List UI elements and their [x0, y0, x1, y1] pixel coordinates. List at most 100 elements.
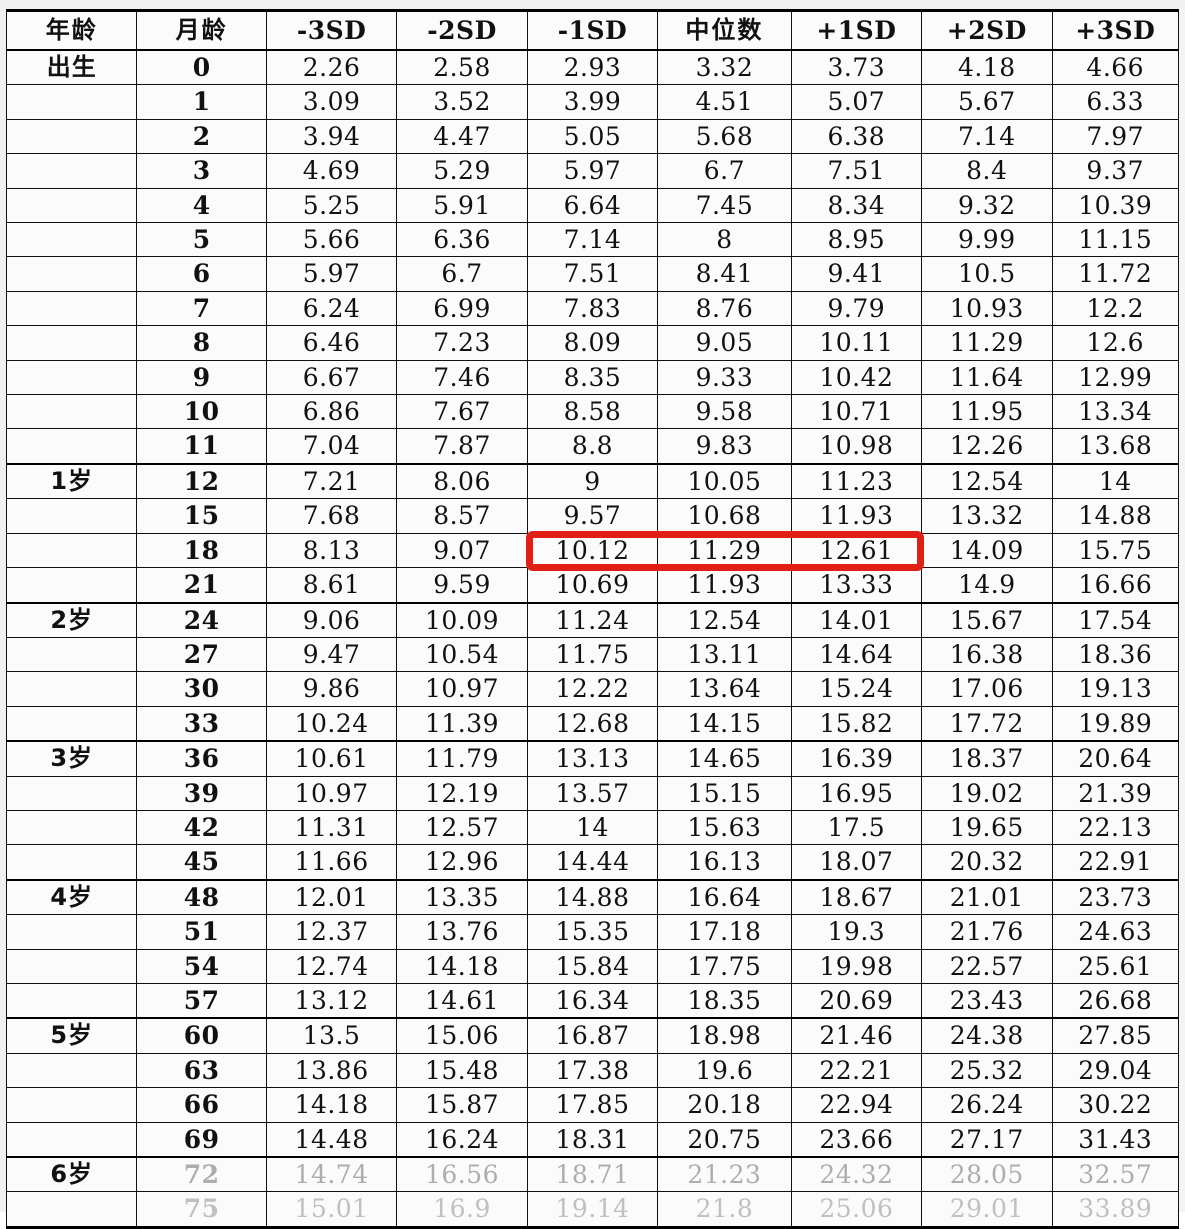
cell-value: 6.86: [265, 394, 398, 430]
cell-value: 12.2: [1051, 290, 1180, 327]
cell-age: [5, 671, 138, 707]
cell-value: 4.18: [921, 49, 1053, 86]
cell-value: 20.32: [921, 844, 1053, 881]
cell-month: 51: [136, 914, 267, 950]
cell-value: 15.01: [265, 1191, 398, 1229]
cell-value: 3.73: [790, 49, 923, 86]
cell-value: 10.97: [265, 775, 398, 811]
cell-value: 19.3: [790, 914, 923, 950]
table-row: 4岁 48 12.01 13.35 14.88 16.64 18.67 21.01 23.73: [5, 878, 1180, 916]
cell-value: 20.18: [657, 1087, 792, 1123]
cell-age: 6岁: [5, 1156, 138, 1193]
cell-value: 14.18: [265, 1087, 398, 1123]
cell-age: [5, 844, 138, 881]
cell-value: 6.36: [396, 222, 528, 258]
cell-age: 3岁: [5, 740, 138, 777]
cell-value: 16.38: [921, 636, 1053, 673]
table-row: 10 6.86 7.67 8.58 9.58 10.71 11.95 13.34: [5, 394, 1180, 430]
cell-age: [5, 84, 138, 120]
cell-value: 5.67: [921, 84, 1053, 120]
cell-value: 6.38: [790, 118, 923, 155]
cell-value: 20.75: [657, 1121, 792, 1158]
cell-value: 5.66: [265, 222, 398, 258]
cell-value: 25.61: [1051, 948, 1180, 984]
table-body: 出生 0 2.26 2.58 2.93 3.32 3.73 4.18 4.66 1 3.09 3.52…: [5, 49, 1180, 1229]
cell-value: 7.14: [526, 222, 659, 258]
cell-value: 16.87: [526, 1017, 659, 1054]
cell-age: [5, 775, 138, 811]
table-row: 9 6.67 7.46 8.35 9.33 10.42 11.64 12.99: [5, 359, 1180, 396]
cell-value: 7.46: [396, 359, 528, 396]
cell-value: 17.18: [657, 914, 792, 950]
cell-value: 29.01: [921, 1191, 1053, 1229]
cell-month: 6: [136, 256, 267, 292]
cell-value: 11.23: [790, 462, 923, 500]
table-row: 1 3.09 3.52 3.99 4.51 5.07 5.67 6.33: [5, 84, 1180, 120]
cell-value: 17.5: [790, 809, 923, 846]
cell-value: 15.67: [921, 601, 1053, 638]
cell-month: 30: [136, 671, 267, 707]
cell-value: 22.21: [790, 1052, 923, 1089]
cell-value: 10.5: [921, 256, 1053, 292]
cell-value: 14.48: [265, 1121, 398, 1158]
cell-value: 12.6: [1051, 325, 1180, 361]
cell-value: 19.13: [1051, 671, 1180, 707]
cell-value: 14.64: [790, 636, 923, 673]
cell-value: 18.67: [790, 878, 923, 916]
table-row: 2岁 24 9.06 10.09 11.24 12.54 14.01 15.67 17.54: [5, 601, 1180, 638]
cell-age: [5, 325, 138, 361]
cell-value: 11.39: [396, 705, 528, 742]
cell-age: [5, 914, 138, 950]
cell-age: [5, 705, 138, 742]
table-row: 27 9.47 10.54 11.75 13.11 14.64 16.38 18.36: [5, 636, 1180, 673]
cell-value: 16.39: [790, 740, 923, 777]
cell-value: 22.13: [1051, 809, 1180, 846]
cell-age: [5, 567, 138, 603]
cell-value: 14.88: [1051, 498, 1180, 534]
cell-value: 16.64: [657, 878, 792, 916]
table-row: 3 4.69 5.29 5.97 6.7 7.51 8.4 9.37: [5, 153, 1180, 189]
cell-value: 12.54: [921, 462, 1053, 500]
cell-value: 11.79: [396, 740, 528, 777]
cell-value: 13.13: [526, 740, 659, 777]
cell-month: 21: [136, 567, 267, 603]
cell-value: 23.73: [1051, 878, 1180, 916]
cell-value: 11.64: [921, 359, 1053, 396]
cell-value: 10.61: [265, 740, 398, 777]
cell-value: 9.47: [265, 636, 398, 673]
cell-age: 5岁: [5, 1017, 138, 1054]
cell-value: 7.14: [921, 118, 1053, 155]
cell-value: 8.09: [526, 325, 659, 361]
cell-value: 23.43: [921, 982, 1053, 1019]
cell-value: 24.38: [921, 1017, 1053, 1054]
cell-month: 75: [136, 1191, 267, 1229]
cell-value: 20.64: [1051, 740, 1180, 777]
cell-value: 13.32: [921, 498, 1053, 534]
cell-value: 13.11: [657, 636, 792, 673]
cell-value: 12.26: [921, 428, 1053, 465]
cell-value: 19.89: [1051, 705, 1180, 742]
cell-month: 3: [136, 153, 267, 189]
cell-value: 3.94: [265, 118, 398, 155]
top-margin-strip: [0, 0, 1185, 9]
cell-value: 8.95: [790, 222, 923, 258]
cell-value: 12.61: [790, 532, 923, 569]
cell-value: 19.14: [526, 1191, 659, 1229]
cell-value: 8.41: [657, 256, 792, 292]
cell-value: 11.15: [1051, 222, 1180, 258]
cell-month: 57: [136, 982, 267, 1019]
header-month: 月龄: [136, 9, 267, 51]
cell-value: 6.99: [396, 290, 528, 327]
cell-value: 13.12: [265, 982, 398, 1019]
cell-value: 17.85: [526, 1087, 659, 1123]
cell-value: 8.76: [657, 290, 792, 327]
table-row: 5 5.66 6.36 7.14 8 8.95 9.99 11.15: [5, 222, 1180, 258]
cell-value: 14.9: [921, 567, 1053, 603]
cell-age: [5, 636, 138, 673]
cell-value: 12.96: [396, 844, 528, 881]
cell-value: 15.75: [1051, 532, 1180, 569]
cell-value: 5.29: [396, 153, 528, 189]
cell-month: 9: [136, 359, 267, 396]
cell-month: 27: [136, 636, 267, 673]
cell-age: [5, 153, 138, 189]
